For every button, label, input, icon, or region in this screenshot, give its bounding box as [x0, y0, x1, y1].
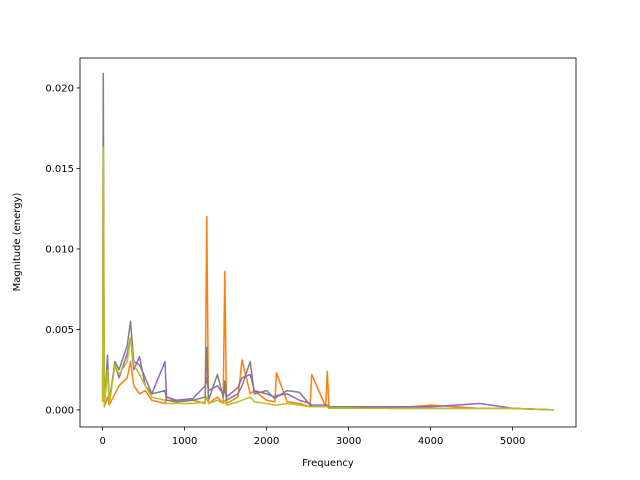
y-axis-label: Magnitude (energy) [12, 193, 23, 292]
x-axis-label: Frequency [302, 458, 354, 469]
x-tick-label: 5000 [500, 436, 525, 447]
x-tick-label: 4000 [418, 436, 443, 447]
y-tick-label: 0.005 [45, 325, 74, 336]
axes-frame [79, 57, 577, 428]
y-tick-label: 0.010 [45, 244, 74, 255]
spectrum-line [101, 72, 554, 411]
x-tick-label: 1000 [172, 436, 197, 447]
y-tick-label: 0.000 [45, 405, 74, 416]
x-tick-label: 2000 [254, 436, 279, 447]
spectrum-line [101, 215, 554, 411]
x-tick-label: 3000 [336, 436, 361, 447]
spectrum-line [101, 146, 554, 411]
plot-area [101, 72, 554, 411]
y-tick-label: 0.020 [45, 83, 74, 94]
y-tick-label: 0.015 [45, 164, 74, 175]
x-tick-label: 0 [99, 436, 105, 447]
